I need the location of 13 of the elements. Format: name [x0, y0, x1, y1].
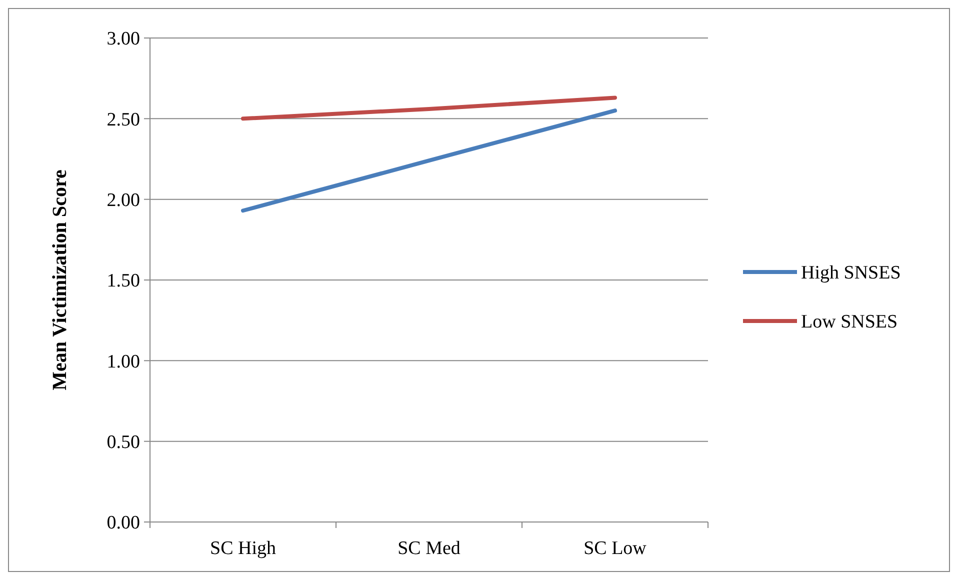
y-tick-label: 0.00 — [106, 512, 140, 534]
legend-label: Low SNSES — [801, 312, 898, 333]
y-tick-label: 1.50 — [106, 270, 140, 292]
legend-label: High SNSES — [801, 262, 901, 284]
y-tick-label: 0.50 — [106, 432, 140, 453]
y-axis-title: Mean Victimization Score — [49, 170, 71, 390]
y-tick-label: 2.50 — [106, 109, 140, 130]
x-tick-label: SC Low — [584, 538, 647, 559]
y-tick-label: 1.00 — [106, 351, 140, 372]
x-tick-label: SC Med — [398, 538, 461, 559]
y-tick-label: 3.00 — [106, 28, 140, 50]
x-tick-label: SC High — [210, 538, 276, 559]
y-tick-label: 2.00 — [106, 190, 140, 211]
